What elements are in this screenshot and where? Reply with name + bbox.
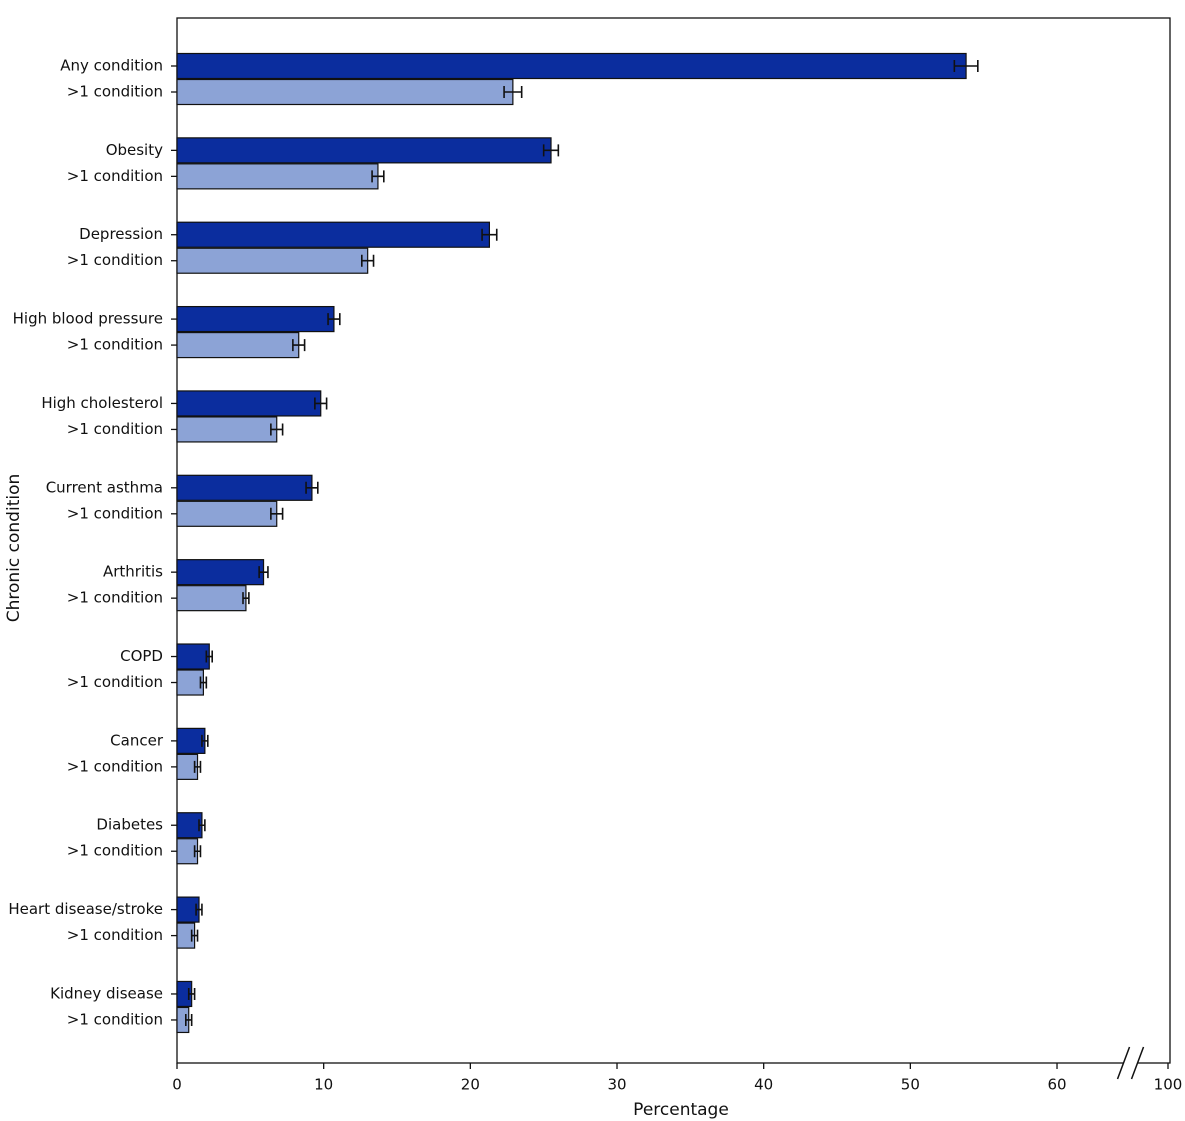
x-tick-label: 50 xyxy=(901,1076,920,1094)
bar xyxy=(176,727,206,754)
error-bar xyxy=(193,845,202,858)
error-bar xyxy=(258,566,269,579)
bar xyxy=(176,812,203,839)
axis-break-gap xyxy=(1123,1060,1138,1066)
error-bar xyxy=(314,397,328,410)
bar xyxy=(176,137,552,164)
x-axis-label: Percentage xyxy=(633,1100,729,1120)
bar xyxy=(176,163,379,190)
bar xyxy=(176,585,247,612)
bar xyxy=(176,247,369,274)
y-tick-label: Arthritis xyxy=(103,563,163,581)
bar xyxy=(176,669,205,696)
error-bar xyxy=(187,987,196,1000)
x-tick-label: 0 xyxy=(172,1076,182,1094)
y-tick-label: High blood pressure xyxy=(13,310,163,328)
error-bar xyxy=(305,481,319,494)
x-tick-label: 20 xyxy=(461,1076,480,1094)
error-bar xyxy=(193,760,202,773)
plot-frame xyxy=(176,17,1171,1064)
bar xyxy=(176,559,265,586)
y-tick-label: COPD xyxy=(120,647,163,665)
bar xyxy=(176,221,491,248)
bar xyxy=(176,52,967,80)
error-bar xyxy=(190,929,199,942)
y-tick-label: >1 condition xyxy=(67,757,163,775)
y-tick-label: Depression xyxy=(79,225,163,243)
error-bar xyxy=(327,313,341,326)
y-tick-label: Obesity xyxy=(106,141,163,159)
error-bar xyxy=(199,676,208,689)
x-tick-label: 40 xyxy=(754,1076,773,1094)
y-tick-label: >1 condition xyxy=(67,589,163,607)
y-tick-label: Heart disease/stroke xyxy=(8,900,163,918)
x-tick-label: 10 xyxy=(314,1076,333,1094)
bar xyxy=(176,643,210,670)
x-tick-label: 30 xyxy=(607,1076,626,1094)
error-bar xyxy=(481,228,498,241)
error-bar xyxy=(201,734,209,747)
bar xyxy=(176,331,300,359)
axis-break-mark xyxy=(1116,1046,1131,1080)
error-bar xyxy=(195,903,203,916)
bar xyxy=(176,474,313,501)
error-bar xyxy=(953,60,979,72)
y-tick-label: High cholesterol xyxy=(41,394,163,412)
y-tick-label: >1 condition xyxy=(67,1010,163,1028)
y-tick-label: >1 condition xyxy=(67,336,163,354)
bar xyxy=(176,78,514,106)
error-bar xyxy=(270,423,284,436)
y-tick-label: Kidney disease xyxy=(50,984,163,1002)
error-bar xyxy=(270,507,284,520)
error-bar xyxy=(292,339,306,352)
y-tick-label: Cancer xyxy=(110,731,164,749)
y-tick-label: >1 condition xyxy=(67,83,163,101)
y-axis-label: Chronic condition xyxy=(4,474,24,623)
bar xyxy=(176,500,278,527)
y-tick-label: Any condition xyxy=(60,57,163,75)
x-tick-label: 100 xyxy=(1154,1076,1183,1094)
axis-break-mark xyxy=(1130,1046,1145,1080)
y-tick-label: >1 condition xyxy=(67,842,163,860)
bar xyxy=(176,305,335,333)
y-tick-label: >1 condition xyxy=(67,420,163,438)
bar xyxy=(176,416,278,443)
error-bar xyxy=(361,254,375,267)
error-bar xyxy=(542,144,560,157)
y-tick-label: >1 condition xyxy=(67,167,163,185)
error-bar xyxy=(503,86,523,98)
error-bar xyxy=(185,1013,193,1026)
y-tick-label: >1 condition xyxy=(67,673,163,691)
x-tick-label: 60 xyxy=(1047,1076,1066,1094)
bar xyxy=(176,390,322,417)
y-tick-label: Current asthma xyxy=(46,478,163,496)
error-bar xyxy=(198,819,206,832)
y-tick-label: >1 condition xyxy=(67,504,163,522)
error-bar xyxy=(242,592,250,605)
y-tick-label: >1 condition xyxy=(67,251,163,269)
error-bar xyxy=(205,650,214,663)
y-tick-label: Diabetes xyxy=(96,816,163,834)
y-tick-label: >1 condition xyxy=(67,926,163,944)
error-bar xyxy=(371,170,385,183)
